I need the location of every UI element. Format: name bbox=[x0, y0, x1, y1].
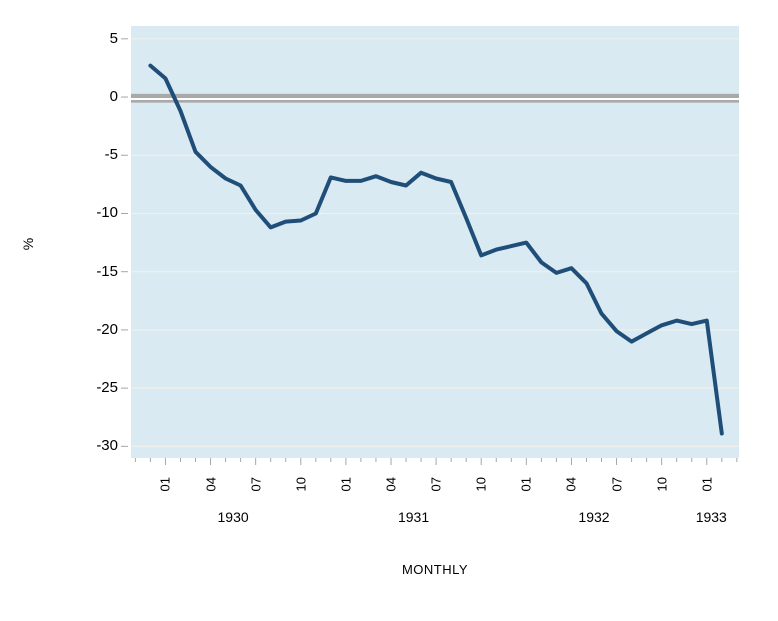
x-tick-label: 04 bbox=[203, 477, 219, 492]
data-series-line bbox=[148, 63, 724, 436]
x-tick-label: 01 bbox=[338, 477, 354, 492]
y-tick-label: -15 bbox=[96, 262, 118, 280]
y-tick-label: -20 bbox=[96, 320, 118, 338]
year-label: 1931 bbox=[397, 509, 430, 525]
zero-line-gap bbox=[131, 98, 739, 101]
y-axis-title: % bbox=[20, 237, 37, 251]
x-tick-label: 01 bbox=[518, 477, 534, 492]
x-tick-label: 10 bbox=[654, 477, 670, 492]
y-tick-label: -10 bbox=[96, 204, 118, 222]
x-tick-label: 10 bbox=[293, 477, 309, 492]
y-tick-label: 5 bbox=[109, 29, 118, 47]
x-tick-label: 10 bbox=[473, 477, 489, 492]
year-label: 1932 bbox=[578, 509, 610, 525]
plot-area bbox=[131, 26, 739, 458]
y-tick-label: -30 bbox=[96, 437, 118, 455]
y-tick-label: 0 bbox=[109, 88, 118, 106]
x-tick-label: 04 bbox=[383, 477, 399, 492]
x-tick-label: 04 bbox=[563, 477, 579, 492]
zero-line-upper bbox=[131, 93, 739, 99]
year-label: 1933 bbox=[695, 509, 727, 525]
x-tick-label: 07 bbox=[428, 477, 444, 492]
x-tick-label: 01 bbox=[157, 477, 173, 492]
x-axis-title: MONTHLY bbox=[401, 562, 469, 577]
year-label: 1930 bbox=[217, 509, 249, 525]
x-tick-label: 07 bbox=[609, 477, 625, 492]
x-tick-label: 07 bbox=[248, 477, 264, 492]
y-tick-label: -25 bbox=[96, 379, 118, 397]
zero-line-lower bbox=[131, 100, 739, 103]
x-tick-label: 01 bbox=[699, 477, 715, 492]
y-tick-label: -5 bbox=[104, 146, 118, 164]
